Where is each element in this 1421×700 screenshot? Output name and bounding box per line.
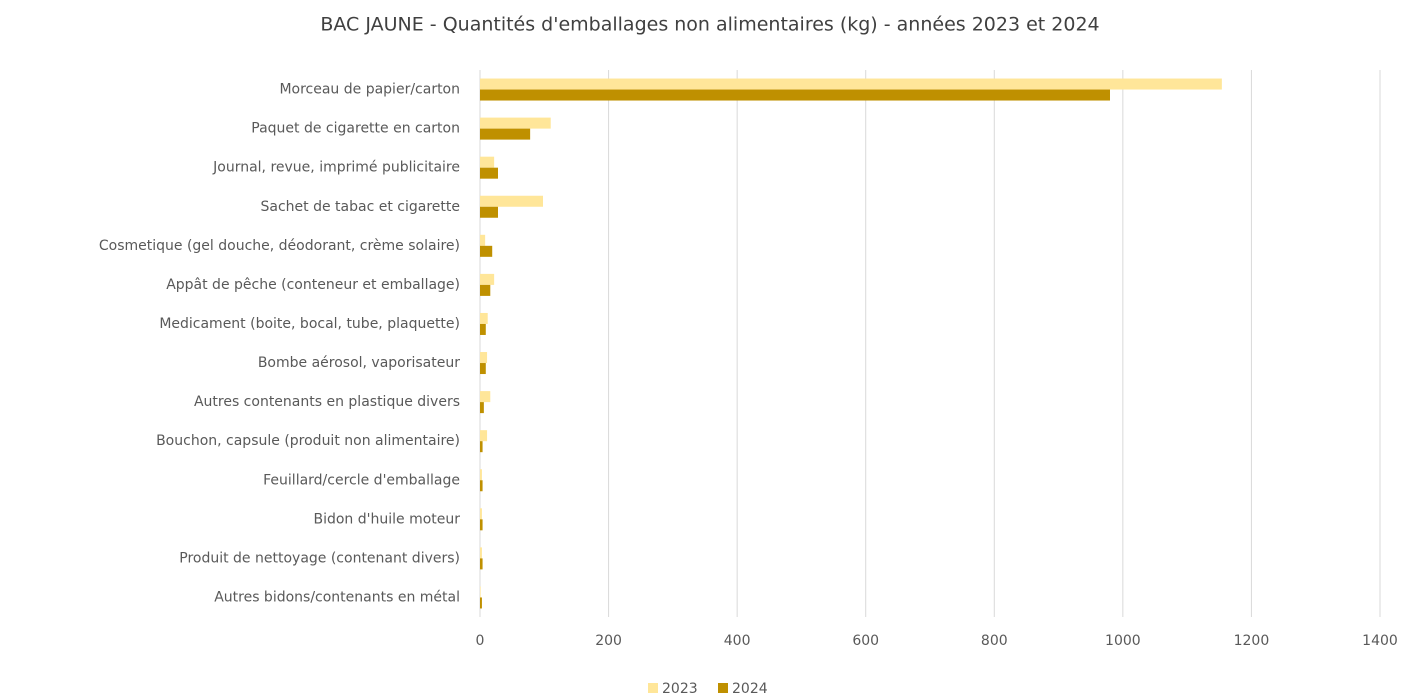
y-tick-label: Journal, revue, imprimé publicitaire — [212, 160, 460, 176]
y-tick-label: Cosmetique (gel douche, déodorant, crème… — [99, 238, 460, 254]
y-tick-label: Feuillard/cercle d'emballage — [263, 472, 460, 488]
y-tick-label: Appât de pêche (conteneur et emballage) — [166, 277, 460, 293]
bar — [480, 547, 482, 559]
y-tick-label: Bidon d'huile moteur — [313, 511, 460, 527]
bar — [480, 323, 486, 335]
x-tick-label: 0 — [476, 633, 485, 649]
legend-label: 2023 — [662, 681, 698, 697]
bar — [480, 128, 531, 140]
bar — [480, 352, 488, 364]
bar — [480, 586, 481, 598]
chart-title: BAC JAUNE - Quantités d'emballages non a… — [320, 14, 1099, 36]
bar — [480, 480, 483, 492]
legend-label: 2024 — [732, 681, 768, 697]
bar — [480, 441, 483, 453]
x-tick-label: 1200 — [1234, 633, 1270, 649]
y-tick-label: Paquet de cigarette en carton — [251, 121, 460, 137]
y-tick-label: Autres contenants en plastique divers — [194, 394, 460, 410]
x-tick-label: 600 — [852, 633, 879, 649]
y-tick-label: Bouchon, capsule (produit non alimentair… — [156, 433, 460, 449]
bar — [480, 195, 543, 207]
bar — [480, 167, 498, 179]
bar — [480, 206, 498, 218]
bar — [480, 245, 493, 257]
bar — [480, 508, 482, 520]
x-tick-label: 400 — [724, 633, 751, 649]
bar — [480, 402, 484, 414]
y-tick-label: Autres bidons/contenants en métal — [214, 589, 460, 605]
bar — [480, 284, 491, 296]
x-tick-label: 1400 — [1362, 633, 1398, 649]
legend-swatch — [648, 683, 658, 693]
bar — [480, 234, 486, 246]
bar — [480, 391, 491, 403]
bar — [480, 273, 495, 285]
bar — [480, 558, 483, 570]
legend-swatch — [718, 683, 728, 693]
bar — [480, 89, 1110, 101]
y-tick-label: Bombe aérosol, vaporisateur — [258, 355, 460, 371]
bar — [480, 78, 1222, 90]
x-tick-label: 200 — [595, 633, 622, 649]
bar — [480, 363, 486, 375]
bar — [480, 156, 495, 168]
y-tick-label: Produit de nettoyage (contenant divers) — [179, 550, 460, 566]
y-tick-label: Medicament (boite, bocal, tube, plaquett… — [159, 316, 460, 332]
bar — [480, 469, 482, 481]
x-tick-label: 1000 — [1105, 633, 1141, 649]
bar — [480, 430, 488, 442]
bar — [480, 312, 488, 324]
bar — [480, 597, 482, 609]
bar — [480, 117, 551, 129]
y-tick-label: Sachet de tabac et cigarette — [261, 199, 460, 215]
x-tick-label: 800 — [981, 633, 1008, 649]
bar — [480, 519, 483, 531]
y-tick-label: Morceau de papier/carton — [279, 82, 460, 98]
